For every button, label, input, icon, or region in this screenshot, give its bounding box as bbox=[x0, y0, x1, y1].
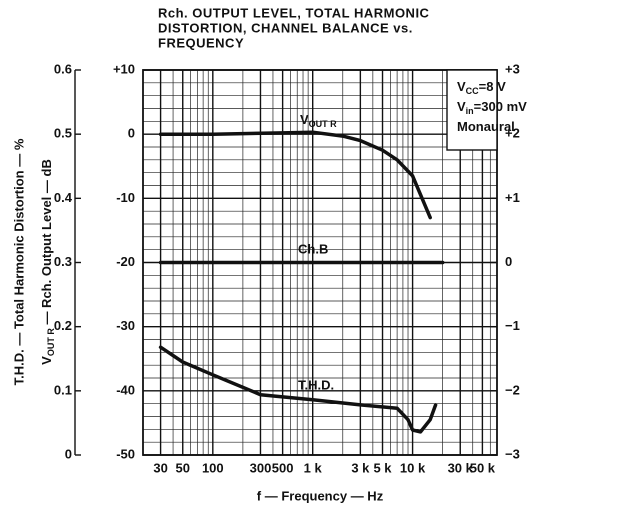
y3-tick-label: +1 bbox=[505, 190, 520, 205]
plot-frame bbox=[142, 69, 498, 456]
series-label-main: V bbox=[300, 112, 309, 127]
y3-tick-label: +2 bbox=[505, 126, 520, 141]
x-tick-label: 5 k bbox=[373, 460, 392, 475]
x-tick-label: 3 k bbox=[351, 460, 370, 475]
condition-text: Vin=300 mV bbox=[457, 99, 527, 116]
y2-tick-label: -10 bbox=[116, 190, 135, 205]
x-tick-label: 500 bbox=[272, 460, 294, 475]
y-axis-label: T.H.D. — Total Harmonic Distortion — % bbox=[11, 138, 26, 385]
x-tick-label: 10 k bbox=[400, 460, 426, 475]
y2-tick-label: -40 bbox=[116, 382, 135, 397]
x-tick-label: 30 bbox=[153, 460, 167, 475]
x-tick-label: 300 bbox=[250, 460, 272, 475]
condition-text: Monaural bbox=[457, 119, 515, 134]
x-tick-label: 30 k bbox=[448, 460, 474, 475]
y2-axis-label: VOUT R — Rch. Output Level — dB bbox=[39, 159, 56, 365]
y3-tick-label: +3 bbox=[505, 61, 520, 76]
y-tick-label: 0.3 bbox=[54, 254, 72, 269]
y2-tick-label: +10 bbox=[113, 61, 135, 76]
condition-text-rest: =8 V bbox=[479, 79, 506, 94]
series-label: T.H.D. bbox=[298, 377, 334, 392]
y3-tick-label: −1 bbox=[505, 318, 520, 333]
condition-text-main: V bbox=[457, 99, 466, 114]
y2-tick-label: -30 bbox=[116, 318, 135, 333]
y3-tick-label: −2 bbox=[505, 382, 520, 397]
y2-axis-label-main: V bbox=[39, 356, 54, 365]
x-tick-label: 1 k bbox=[304, 460, 323, 475]
y2-tick-label: 0 bbox=[128, 126, 135, 141]
chart-title: Rch. OUTPUT LEVEL, TOTAL HARMONIC bbox=[158, 5, 430, 20]
y-tick-label: 0 bbox=[65, 446, 72, 461]
chart-title: DISTORTION, CHANNEL BALANCE vs. bbox=[158, 20, 413, 35]
series-line bbox=[158, 345, 438, 434]
y2-axis-label-rest: — Rch. Output Level — dB bbox=[39, 159, 54, 328]
x-tick-label: 50 k bbox=[470, 460, 496, 475]
y-tick-label: 0.4 bbox=[54, 190, 73, 205]
y-tick-label: 0.1 bbox=[54, 382, 72, 397]
condition-text-sub: in bbox=[466, 106, 474, 116]
chart-title: FREQUENCY bbox=[158, 35, 244, 50]
x-axis-label: f — Frequency — Hz bbox=[257, 488, 384, 503]
conditions-box bbox=[446, 69, 498, 151]
y2-axis-label-sub: OUT R bbox=[46, 328, 56, 356]
y3-tick-label: −3 bbox=[505, 446, 520, 461]
series-label-sub: OUT R bbox=[309, 119, 337, 129]
y2-tick-label: -50 bbox=[116, 446, 135, 461]
x-tick-label: 50 bbox=[176, 460, 190, 475]
condition-text: VCC=8 V bbox=[457, 79, 506, 96]
condition-text-main: Monaural bbox=[457, 119, 515, 134]
y-tick-label: 0.2 bbox=[54, 318, 72, 333]
series-label: Ch.B bbox=[298, 241, 328, 256]
x-tick-label: 100 bbox=[202, 460, 224, 475]
y2-tick-label: -20 bbox=[116, 254, 135, 269]
condition-text-sub: CC bbox=[466, 86, 479, 96]
series-label: VOUT R bbox=[300, 112, 337, 129]
series-line bbox=[158, 130, 432, 220]
condition-text-main: V bbox=[457, 79, 466, 94]
y-tick-label: 0.5 bbox=[54, 126, 72, 141]
condition-text-rest: =300 mV bbox=[474, 99, 527, 114]
y3-tick-label: 0 bbox=[505, 254, 512, 269]
y-tick-label: 0.6 bbox=[54, 61, 72, 76]
